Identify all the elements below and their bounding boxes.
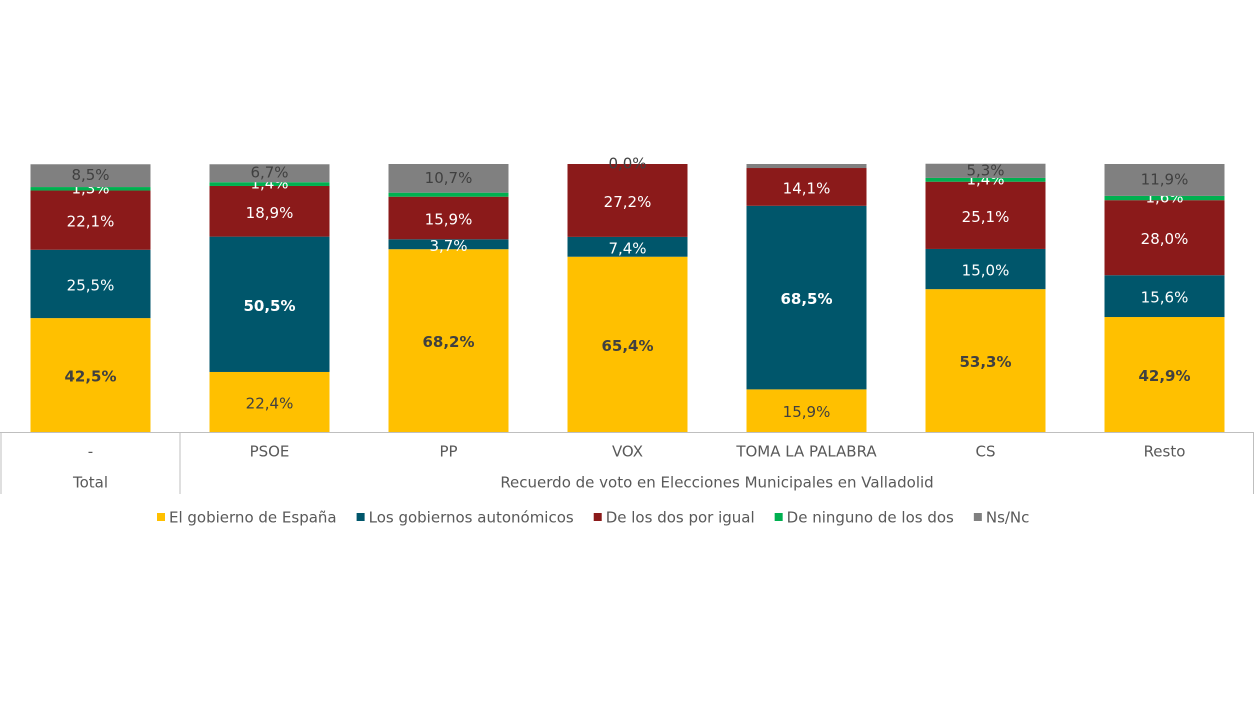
data-label: 68,2% <box>422 333 474 351</box>
bar-segment <box>30 190 151 250</box>
data-label: 28,0% <box>1141 230 1189 248</box>
x-tick-label: Resto <box>1144 443 1186 461</box>
bar-segment <box>567 236 688 257</box>
bar-segment <box>1104 195 1225 201</box>
data-label: 22,4% <box>246 394 294 412</box>
data-label: 10,7% <box>425 169 473 187</box>
data-label: 3,7% <box>429 237 467 255</box>
data-label: 42,9% <box>1138 367 1190 385</box>
legend-label: De ninguno de los dos <box>787 509 954 527</box>
bar-segment <box>30 187 151 191</box>
bar-segment <box>209 164 330 183</box>
legend-label: El gobierno de España <box>169 509 337 527</box>
bar-segment <box>746 205 867 390</box>
bar-segment <box>925 181 1046 249</box>
bar-segment <box>1104 275 1225 318</box>
data-label: 7,4% <box>608 239 646 257</box>
legend-label: Ns/Nc <box>986 509 1030 527</box>
data-label: 15,6% <box>1141 289 1189 307</box>
bar-segment <box>746 389 867 432</box>
bar-segment <box>209 371 330 432</box>
data-label: 65,4% <box>601 337 653 355</box>
bar-segment <box>388 196 509 240</box>
legend-label: Los gobiernos autonómicos <box>369 509 574 527</box>
bar-segment <box>30 318 151 432</box>
legend-swatch <box>593 513 602 521</box>
bar-segment <box>746 164 867 169</box>
data-label: 15,9% <box>783 403 831 421</box>
legend-swatch <box>157 513 165 521</box>
bar-segment <box>209 182 330 186</box>
bar-segment <box>209 236 330 372</box>
data-label: 68,5% <box>780 290 832 308</box>
x-tick-label: VOX <box>612 443 643 461</box>
data-label: 27,2% <box>604 193 652 211</box>
data-label: 15,0% <box>962 262 1010 280</box>
bar-segment <box>925 289 1046 432</box>
bar-segment <box>567 256 688 432</box>
bar-segment <box>925 163 1046 178</box>
bar-segment <box>388 192 509 197</box>
group-label: Recuerdo de voto en Elecciones Municipal… <box>500 474 933 492</box>
bar-segment <box>746 168 867 206</box>
bar-segment <box>925 177 1046 182</box>
legend-swatch <box>774 513 783 521</box>
data-label: 15,9% <box>425 211 473 229</box>
x-tick-label: PP <box>439 443 457 461</box>
bar-segment <box>388 239 509 250</box>
bar-segment <box>388 249 509 432</box>
bar-segment <box>1104 317 1225 432</box>
bar-segment <box>1104 200 1225 276</box>
data-label: 25,1% <box>962 208 1010 226</box>
x-tick-label: PSOE <box>250 443 290 461</box>
bar-segment <box>30 249 151 319</box>
data-label: 6,7% <box>250 164 288 182</box>
data-label: 25,5% <box>67 276 115 294</box>
legend-swatch <box>973 513 982 521</box>
bar-segment <box>30 164 151 188</box>
bar-segment <box>209 185 330 237</box>
data-label: 14,1% <box>783 179 831 197</box>
data-label: 11,9% <box>1141 170 1189 188</box>
legend-swatch <box>356 513 365 521</box>
x-tick-label: CS <box>976 443 996 461</box>
bar-segment <box>1104 164 1225 196</box>
data-label: 42,5% <box>64 368 116 386</box>
bar-segment <box>925 248 1046 290</box>
x-tick-label: - <box>88 443 93 461</box>
group-label: Total <box>72 474 108 492</box>
data-label: 18,9% <box>246 204 294 222</box>
bar-segment <box>567 164 688 237</box>
data-label: 50,5% <box>243 297 295 315</box>
data-label: 8,5% <box>71 166 109 184</box>
bar-segment <box>388 164 509 193</box>
data-label: 0,0% <box>608 155 646 173</box>
data-label: 53,3% <box>959 353 1011 371</box>
data-label: 5,3% <box>966 161 1004 179</box>
legend-label: De los dos por igual <box>606 509 755 527</box>
data-label: 22,1% <box>67 213 115 231</box>
x-tick-label: TOMA LA PALABRA <box>735 443 877 461</box>
